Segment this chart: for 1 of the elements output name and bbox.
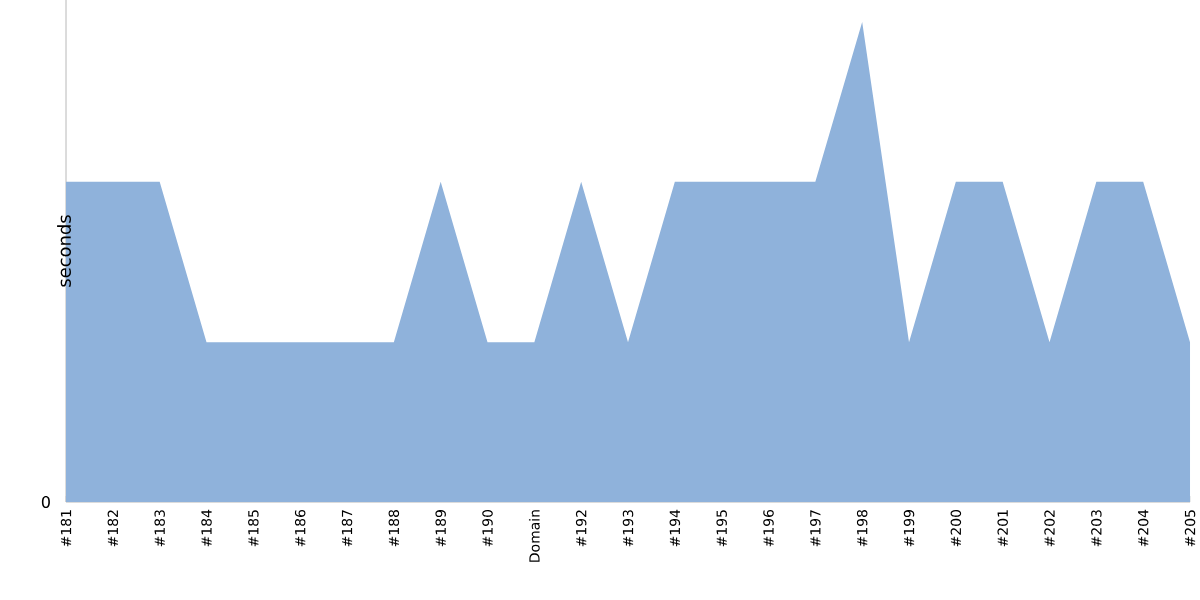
y-axis-title: seconds xyxy=(57,215,71,287)
